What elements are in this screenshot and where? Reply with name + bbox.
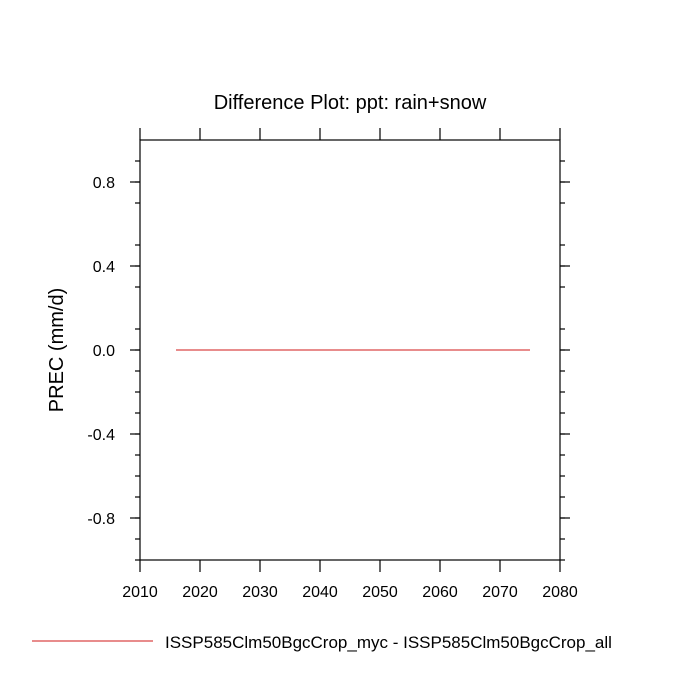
major-ticks [130,128,570,572]
y-tick-label: -0.4 [87,427,115,444]
x-tick-label: 2050 [362,584,398,601]
x-tick-labels: 2010 2020 2030 2040 2050 2060 2070 2080 [122,584,578,601]
y-tick-label: 0.8 [93,175,115,192]
x-tick-label: 2030 [242,584,278,601]
legend-label: ISSP585Clm50BgcCrop_myc - ISSP585Clm50Bg… [165,633,612,652]
y-tick-label: -0.8 [87,511,115,528]
y-tick-label: 0.0 [93,343,115,360]
x-tick-label: 2010 [122,584,158,601]
chart-title: Difference Plot: ppt: rain+snow [214,92,487,114]
x-tick-label: 2070 [482,584,518,601]
y-tick-labels: 0.8 0.4 0.0 -0.4 -0.8 [87,175,115,528]
legend: ISSP585Clm50BgcCrop_myc - ISSP585Clm50Bg… [32,633,612,652]
y-tick-label: 0.4 [93,259,115,276]
minor-ticks [135,160,565,561]
x-tick-label: 2060 [422,584,458,601]
x-tick-label: 2080 [542,584,578,601]
y-axis-label: PREC (mm/d) [46,288,68,412]
x-tick-label: 2020 [182,584,218,601]
x-tick-label: 2040 [302,584,338,601]
